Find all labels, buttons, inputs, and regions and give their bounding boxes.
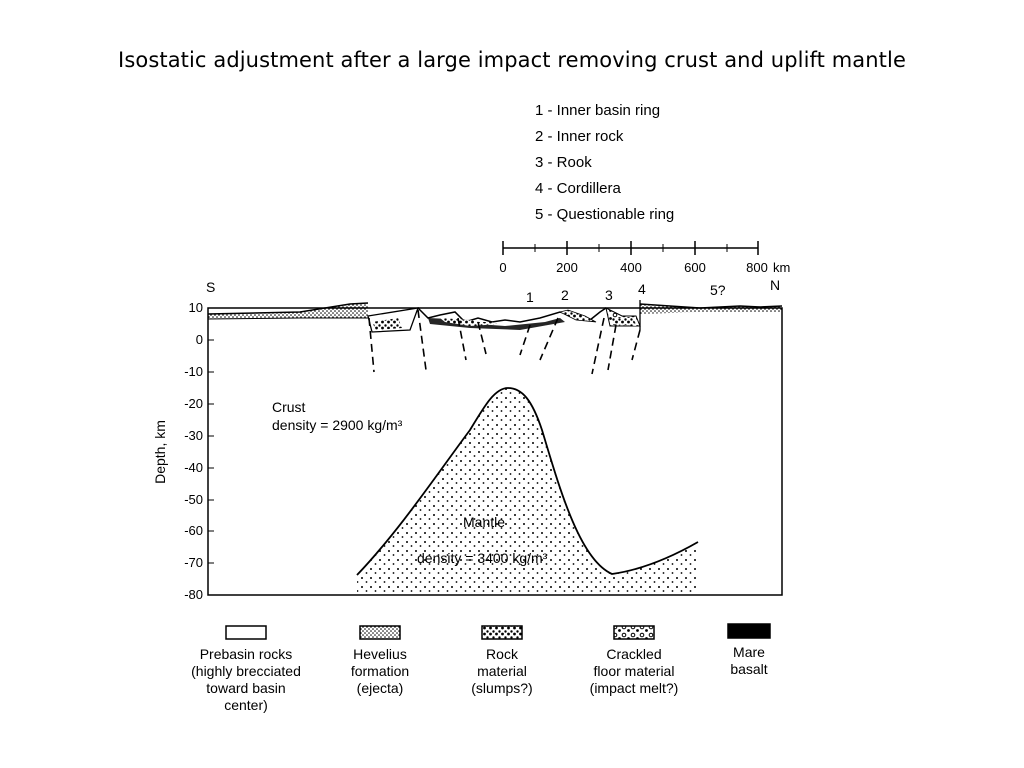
mantle-uplift bbox=[357, 388, 698, 592]
depth-tick-minus-50: -50 bbox=[184, 492, 203, 507]
scale-tick-0: 0 bbox=[499, 260, 506, 275]
ring-key-item-5: 5 - Questionable ring bbox=[535, 206, 675, 223]
legend-mare-line-2: basalt bbox=[730, 661, 768, 677]
scale-tick-800: 800 bbox=[746, 260, 768, 275]
crust-label: Crust bbox=[272, 399, 306, 415]
depth-axis-label: Depth, km bbox=[152, 420, 168, 484]
slide-title: Isostatic adjustment after a large impac… bbox=[118, 48, 906, 72]
depth-tick-minus-30: -30 bbox=[184, 428, 203, 443]
scale-tick-200: 200 bbox=[556, 260, 578, 275]
legend-crackled-line-3: (impact melt?) bbox=[589, 680, 679, 696]
ring-marker-1: 1 bbox=[526, 289, 534, 305]
legend-prebasin-line-2: (highly brecciated bbox=[191, 663, 301, 679]
depth-tick-minus-60: -60 bbox=[184, 523, 203, 538]
depth-tick-minus-80: -80 bbox=[184, 587, 203, 602]
ring-marker-4: 4 bbox=[638, 281, 646, 297]
legend-swatch-prebasin bbox=[225, 625, 267, 640]
depth-tick-0: 0 bbox=[196, 332, 203, 347]
depth-tick-10: 10 bbox=[189, 300, 203, 315]
mantle-boundary bbox=[356, 387, 699, 576]
ring-marker-3: 3 bbox=[605, 287, 613, 303]
depth-tick-minus-40: -40 bbox=[184, 460, 203, 475]
legend-hevelius-line-1: Hevelius bbox=[353, 646, 407, 662]
legend-swatch-crackled bbox=[613, 625, 655, 640]
ring-key-list: 1 - Inner basin ring 2 - Inner rock 3 - … bbox=[535, 98, 674, 228]
legend-crackled-line-1: Crackled bbox=[606, 646, 662, 662]
legend-rock-line-2: material bbox=[477, 663, 527, 679]
north-label: N bbox=[770, 277, 780, 293]
legend-mare: Mare basalt bbox=[709, 644, 789, 678]
diagram-frame bbox=[207, 307, 783, 596]
depth-tick-minus-20: -20 bbox=[184, 396, 203, 411]
legend-hevelius-line-3: (ejecta) bbox=[356, 680, 404, 696]
legend-rock-line-1: Rock bbox=[486, 646, 518, 662]
legend-prebasin-line-4: center) bbox=[224, 697, 268, 713]
surface-profile bbox=[207, 300, 783, 333]
legend-swatches bbox=[225, 623, 771, 640]
legend-prebasin-line-1: Prebasin rocks bbox=[199, 646, 293, 662]
depth-tick-minus-10: -10 bbox=[184, 364, 203, 379]
depth-tick-minus-70: -70 bbox=[184, 555, 203, 570]
legend-swatch-mare bbox=[727, 623, 771, 639]
legend-hevelius-line-2: formation bbox=[350, 663, 410, 679]
scale-tick-400: 400 bbox=[620, 260, 642, 275]
ring-key-item-1: 1 - Inner basin ring bbox=[535, 102, 661, 119]
ring-marker-2: 2 bbox=[561, 287, 569, 303]
ring-marker-5: 5? bbox=[710, 282, 726, 298]
legend-rock-line-3: (slumps?) bbox=[471, 680, 533, 696]
legend-crackled: Crackled floor material (impact melt?) bbox=[574, 646, 694, 697]
scale-tick-600: 600 bbox=[684, 260, 706, 275]
legend-swatch-rock bbox=[481, 625, 523, 640]
legend-prebasin-line-3: toward basin bbox=[206, 680, 286, 696]
south-label: S bbox=[206, 279, 215, 295]
legend-prebasin: Prebasin rocks (highly brecciated toward… bbox=[176, 646, 316, 714]
legend-swatch-hevelius bbox=[359, 625, 401, 640]
mantle-density: density = 3400 kg/m³ bbox=[417, 550, 548, 566]
crust-density: density = 2900 kg/m³ bbox=[272, 417, 403, 433]
ring-key-item-3: 3 - Rook bbox=[535, 154, 592, 171]
ring-key-item-2: 2 - Inner rock bbox=[535, 128, 624, 145]
distance-scale-bar: 0 200 400 600 800 km bbox=[499, 241, 790, 275]
depth-axis: 10 0 -10 -20 -30 -40 -50 -60 -70 -80 Dep… bbox=[152, 300, 214, 602]
legend-rock: Rock material (slumps?) bbox=[452, 646, 552, 697]
mantle-label: Mantle bbox=[463, 514, 505, 530]
fault-lines bbox=[368, 309, 641, 375]
legend-mare-line-1: Mare bbox=[733, 644, 765, 660]
ring-key-item-4: 4 - Cordillera bbox=[535, 180, 621, 197]
scale-unit: km bbox=[773, 260, 790, 275]
legend-hevelius: Hevelius formation (ejecta) bbox=[330, 646, 430, 697]
legend-crackled-line-2: floor material bbox=[593, 663, 675, 679]
